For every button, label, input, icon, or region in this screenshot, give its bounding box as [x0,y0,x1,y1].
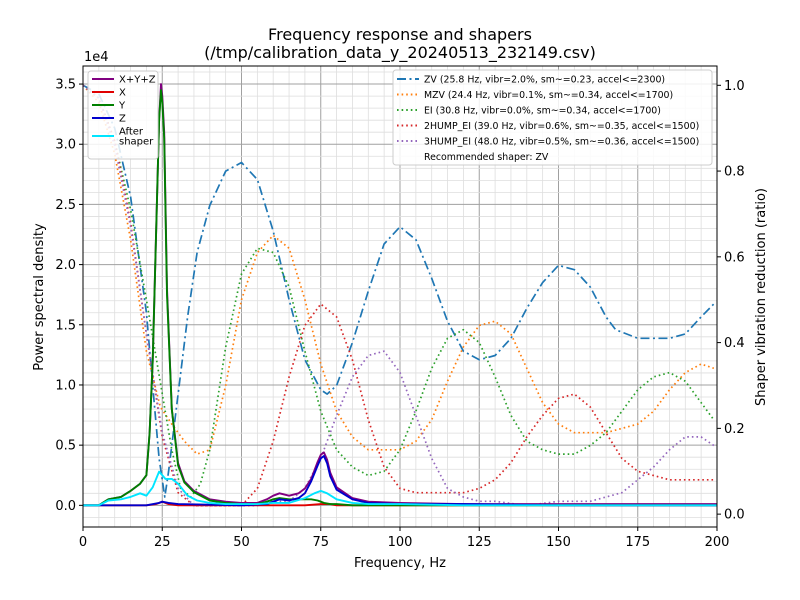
legend-psd-label: X+Y+Z [119,75,156,86]
legend-shaper-label: EI (30.8 Hz, vibr=0.0%, sm~=0.34, accel<… [424,105,661,116]
legend-psd-label: Y [118,101,126,112]
shaper-curve-2 [82,84,715,498]
psd-curve-3 [83,455,717,507]
legend-psd-label: After [119,127,144,138]
legend-shaper-label: 3HUMP_EI (48.0 Hz, vibr=0.5%, sm~=0.36, … [424,136,699,147]
shaper-curve-0 [82,84,715,498]
x-tick-label: 50 [233,535,250,550]
psd-curves [83,83,717,507]
x-tick-label: 175 [625,535,650,550]
y-left-tick-label: 3.5 [55,78,76,93]
y-right-tick-label: 0.0 [724,508,745,523]
y-axis-left-label: Power spectral density [32,223,47,371]
x-tick-label: 25 [154,535,171,550]
y-left-tick-label: 3.0 [55,138,76,153]
shaper-curves [82,84,715,507]
y-axis-right-label: Shaper vibration reduction (ratio) [754,188,769,406]
y-axis-right: 0.0 0.2 0.4 0.6 0.8 1.0 [717,79,745,523]
chart-title-line1: Frequency response and shapers [268,25,532,44]
y-right-tick-label: 0.8 [724,165,745,180]
y-left-tick-label: 1.0 [55,378,76,393]
y-left-tick-label: 0.0 [55,499,76,514]
shaper-curve-1 [82,84,715,455]
x-tick-label: 100 [388,535,413,550]
legend-shapers: ZV (25.8 Hz, vibr=2.0%, sm~=0.23, accel<… [392,69,713,166]
legend-shapers-box [392,69,713,166]
legend-shaper-label: MZV (24.4 Hz, vibr=0.1%, sm~=0.34, accel… [424,90,673,101]
x-axis-label: Frequency, Hz [354,556,446,571]
recommended-shaper-text: Recommended shaper: ZV [424,152,549,163]
psd-curve-4 [83,470,717,507]
y-right-tick-label: 0.4 [724,336,745,351]
chart-title-line2: (/tmp/calibration_data_y_20240513_232149… [204,43,596,63]
y-left-tick-label: 2.5 [55,198,76,213]
x-tick-label: 75 [312,535,329,550]
shaper-curve-3 [82,84,714,507]
y-right-tick-label: 1.0 [724,79,745,94]
y-right-tick-label: 0.2 [724,422,745,437]
x-tick-label: 125 [467,535,492,550]
y-right-tick-label: 0.6 [724,250,745,265]
legend-psd-label: Z [119,114,126,125]
x-tick-label: 150 [546,535,571,550]
legend-shaper-label: 2HUMP_EI (39.0 Hz, vibr=0.6%, sm~=0.35, … [424,121,699,132]
shaper-curve-4 [82,84,715,507]
x-tick-label: 200 [705,535,730,550]
legend-psd-label: shaper [119,137,154,148]
legend-shaper-label: ZV (25.8 Hz, vibr=2.0%, sm~=0.23, accel<… [424,74,665,85]
y-offset-label: 1e4 [84,50,109,65]
psd-curve-2 [83,89,717,507]
y-left-tick-label: 1.5 [55,318,76,333]
x-tick-label: 0 [79,535,87,550]
legend-psd-label: X [119,88,126,99]
x-axis: 0 25 50 75 100 125 150 175 200 [79,527,730,550]
y-left-tick-label: 2.0 [55,258,76,273]
y-left-tick-label: 0.5 [55,439,76,454]
y-axis-left: 0.0 0.5 1.0 1.5 2.0 2.5 3.0 3.5 [55,78,83,514]
